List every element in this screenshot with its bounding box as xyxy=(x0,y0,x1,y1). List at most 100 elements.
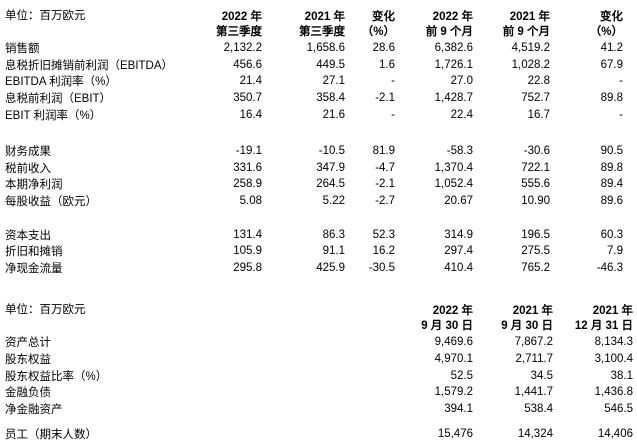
header-line-1: 2021 年 xyxy=(304,11,345,23)
value-cell: 331.6 xyxy=(233,161,262,174)
value-cell: 456.6 xyxy=(233,58,262,71)
value-cell: 89.8 xyxy=(600,92,623,105)
header-line-2: （%） xyxy=(361,26,395,38)
value-cell: 89.4 xyxy=(600,178,623,191)
value-cell: 86.3 xyxy=(322,228,345,241)
header-row: 单位：百万欧元 2022 年 9 月 30 日 2021 年 9 月 30 日 20… xyxy=(5,303,633,334)
value-cell: 60.3 xyxy=(600,228,623,241)
value-cell: 10.90 xyxy=(521,195,550,208)
row-label: 股东权益 xyxy=(5,354,51,367)
value-cell: 425.9 xyxy=(316,261,345,274)
row-label: 息税折旧摊销前利润（EBITDA） xyxy=(5,59,174,72)
value-cell: 41.2 xyxy=(600,42,623,55)
value-cell: 34.5 xyxy=(530,369,553,382)
value-cell: 28.6 xyxy=(372,42,395,55)
value-cell: 1,726.1 xyxy=(434,58,473,71)
value-cell: 67.9 xyxy=(600,58,623,71)
header-line-1: 2022 年 xyxy=(432,11,473,23)
header-line-1: 2022 年 xyxy=(432,305,473,318)
table-row: 金融负债 1,579.2 1,441.7 1,436.8 xyxy=(5,384,633,401)
value-cell: 765.2 xyxy=(521,261,550,274)
row-label: 本期净利润 xyxy=(5,179,63,192)
value-cell: 1,370.4 xyxy=(434,161,473,174)
value-cell: 258.9 xyxy=(233,178,262,191)
header-line-2: 第三季度 xyxy=(299,26,345,38)
header-line-1: 变化 xyxy=(372,11,395,23)
value-cell: 5.08 xyxy=(239,195,262,208)
table-row: 财务成果 -19.1 -10.5 81.9 -58.3 -30.6 90.5 xyxy=(5,143,623,160)
column-header: 2022 年第三季度 xyxy=(197,9,262,40)
value-cell: -30.5 xyxy=(368,261,395,274)
value-cell: 350.7 xyxy=(233,92,262,105)
value-cell: 6,382.6 xyxy=(434,42,473,55)
row-label: 员工（期末人数） xyxy=(5,429,97,442)
value-cell: 27.1 xyxy=(322,75,345,88)
value-cell: 410.4 xyxy=(444,261,473,274)
value-cell: 1,658.6 xyxy=(306,42,345,55)
value-cell: 15,476 xyxy=(437,428,473,441)
value-cell: 2,132.2 xyxy=(223,42,262,55)
section-spacer xyxy=(5,209,623,226)
value-cell: - xyxy=(619,75,623,88)
value-cell: - xyxy=(391,75,395,88)
value-cell: -2.1 xyxy=(375,92,395,105)
value-cell: 90.5 xyxy=(600,145,623,158)
row-label: 净金融资产 xyxy=(5,403,63,416)
value-cell: -10.5 xyxy=(318,145,345,158)
header-line-1: 2021 年 xyxy=(592,305,633,318)
unit-label: 单位：百万欧元 xyxy=(5,304,86,317)
column-header: 2021 年 12 月 31 日 xyxy=(553,303,633,334)
value-cell: 27.0 xyxy=(450,75,473,88)
value-cell: 89.6 xyxy=(600,195,623,208)
row-label: EBITDA 利润率（%） xyxy=(5,76,117,89)
value-cell: 89.8 xyxy=(600,161,623,174)
value-cell: -58.3 xyxy=(446,145,473,158)
value-cell: 21.4 xyxy=(239,75,262,88)
header-line-1: 2021 年 xyxy=(512,305,553,318)
header-line-2: 前 9 个月 xyxy=(425,26,473,38)
header-row: 单位：百万欧元 2022 年第三季度 2021 年第三季度 变化 （%） 2022… xyxy=(5,9,623,40)
column-header: 2021 年第三季度 xyxy=(262,9,345,40)
row-label: 净现金流量 xyxy=(5,262,63,275)
row-label: 财务成果 xyxy=(5,146,51,159)
section-spacer xyxy=(5,123,623,143)
value-cell: 1,428.7 xyxy=(434,92,473,105)
value-cell: 347.9 xyxy=(316,161,345,174)
value-cell: - xyxy=(391,108,395,121)
table-row: EBITDA 利润率（%） 21.4 27.1 - 27.0 22.8 - xyxy=(5,73,623,90)
value-cell: 16.7 xyxy=(527,108,550,121)
value-cell: 9,469.6 xyxy=(434,336,473,349)
row-label: 金融负债 xyxy=(5,387,51,400)
value-cell: 20.67 xyxy=(444,195,473,208)
row-label: 折旧和摊销 xyxy=(5,246,63,259)
header-line-2: 9 月 30 日 xyxy=(421,320,473,333)
column-header: 2022 年 9 月 30 日 xyxy=(393,303,473,334)
value-cell: 752.7 xyxy=(521,92,550,105)
value-cell: - xyxy=(619,108,623,121)
value-cell: 1,441.7 xyxy=(514,386,553,399)
value-cell: 2,711.7 xyxy=(515,353,553,366)
row-label: 每股收益（欧元） xyxy=(5,196,97,209)
unit-label: 单位：百万欧元 xyxy=(5,10,86,22)
value-cell: 196.5 xyxy=(521,228,550,241)
table-row: 净现金流量 295.8 425.9 -30.5 410.4 765.2 -46.… xyxy=(5,260,623,277)
header-line-2: 12 月 31 日 xyxy=(574,320,633,333)
value-cell: 4,970.1 xyxy=(434,353,473,366)
table-row: 资本支出 131.4 86.3 52.3 314.9 196.5 60.3 xyxy=(5,226,623,243)
value-cell: 722.1 xyxy=(521,161,550,174)
table-row: 销售额 2,132.2 1,658.6 28.6 6,382.6 4,519.2… xyxy=(5,40,623,57)
table-row: 息税折旧摊销前利润（EBITDA） 456.6 449.5 1.6 1,726.… xyxy=(5,57,623,74)
table-row: 折旧和摊销 105.9 91.1 16.2 297.4 275.5 7.9 xyxy=(5,243,623,260)
value-cell: -2.7 xyxy=(375,195,395,208)
table-row: 息税前利润（EBIT） 350.7 358.4 -2.1 1,428.7 752… xyxy=(5,90,623,107)
value-cell: 555.6 xyxy=(521,178,550,191)
header-line-2: 9 月 30 日 xyxy=(501,320,553,333)
value-cell: 16.2 xyxy=(372,245,395,258)
balance-sheet-table: 单位：百万欧元 2022 年 9 月 30 日 2021 年 9 月 30 日 20… xyxy=(5,303,633,443)
value-cell: 1.6 xyxy=(379,58,395,71)
table-row: 每股收益（欧元） 5.08 5.22 -2.7 20.67 10.90 89.6 xyxy=(5,193,623,210)
header-line-2: 第三季度 xyxy=(216,26,262,38)
value-cell: 52.3 xyxy=(372,228,395,241)
value-cell: 7,867.2 xyxy=(514,336,553,349)
value-cell: 14,406 xyxy=(597,428,633,441)
